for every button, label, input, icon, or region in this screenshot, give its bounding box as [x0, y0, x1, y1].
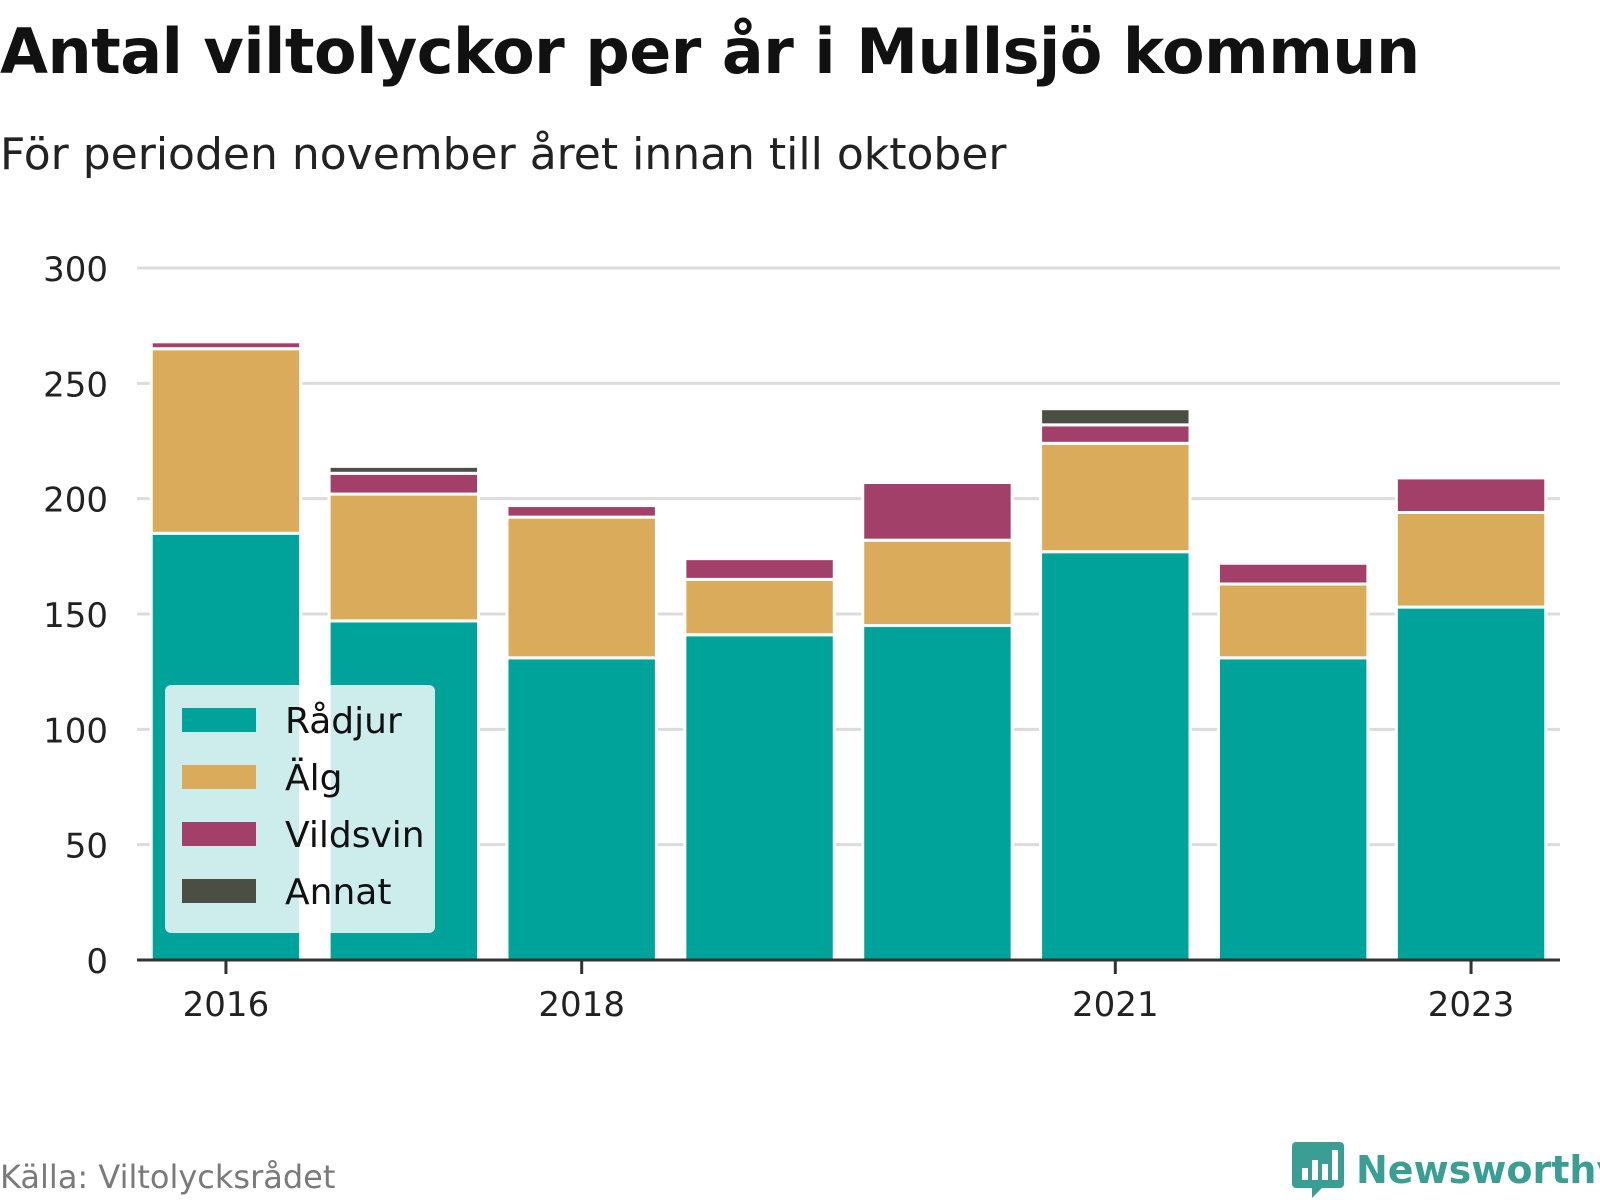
bar-segment	[1394, 511, 1548, 609]
y-tick-label: 100	[43, 711, 108, 751]
legend: Rådjur Älg Vildsvin Annat	[165, 685, 435, 933]
bar-segment	[1216, 582, 1370, 660]
brand-name: Newsworthy	[1356, 1148, 1600, 1192]
legend-swatch	[182, 708, 256, 732]
bar-segment	[683, 577, 836, 637]
bar-segment	[1039, 407, 1192, 427]
bar-segment	[505, 515, 658, 660]
bar-segment	[149, 340, 303, 351]
y-tick-label: 250	[43, 365, 108, 405]
legend-swatch	[182, 822, 256, 846]
bar-segment	[505, 504, 658, 519]
x-tick-label: 2016	[183, 985, 270, 1025]
x-axis: 2016 2018 2021 2023	[137, 958, 1560, 1025]
legend-label: Älg	[285, 757, 342, 799]
bar-segment	[861, 481, 1014, 542]
bar-segment	[1216, 561, 1370, 586]
bar-segment	[1039, 423, 1192, 445]
y-tick-label: 200	[43, 481, 108, 521]
bar-segment	[327, 471, 481, 496]
x-tick-label: 2021	[1072, 985, 1159, 1025]
newsworthy-logo-icon	[1292, 1142, 1344, 1198]
brand-logo: Newsworthy	[1292, 1140, 1600, 1200]
bar-segment	[1039, 550, 1192, 962]
y-tick-label: 300	[43, 250, 108, 290]
y-axis-tick-labels: 0 50 100 150 200 250 300	[43, 250, 108, 982]
bar-segment	[1394, 605, 1548, 962]
legend-label: Rådjur	[285, 701, 402, 742]
source-note: Källa: Viltolycksrådet	[0, 1158, 336, 1196]
bar-segment	[861, 538, 1014, 628]
legend-label: Annat	[285, 872, 391, 913]
legend-label: Vildsvin	[285, 815, 425, 856]
bar-segment	[149, 347, 303, 535]
bar-segment	[1216, 656, 1370, 962]
legend-box	[165, 685, 435, 933]
chart-title: Antal viltolyckor per år i Mullsjö kommu…	[0, 15, 1420, 88]
bar-segment	[1394, 476, 1548, 515]
x-tick-label: 2023	[1428, 985, 1515, 1025]
y-tick-label: 150	[43, 596, 108, 636]
bar-segment	[683, 633, 836, 962]
legend-swatch	[182, 879, 256, 903]
x-tick-label: 2018	[538, 985, 625, 1025]
bar-segment	[861, 624, 1014, 962]
y-tick-label: 50	[65, 827, 108, 867]
bar-segment	[1039, 441, 1192, 554]
bar-segment	[505, 656, 658, 962]
y-tick-label: 0	[86, 942, 108, 982]
bar-segment	[683, 557, 836, 581]
legend-swatch	[182, 765, 256, 789]
bar-segment	[327, 492, 481, 623]
bar-segment	[327, 464, 481, 475]
stacked-bar-chart: 0 50 100 150 200 250 300 2016 2018 2021 2023 Rådj…	[43, 250, 1560, 1025]
chart-subtitle: För perioden november året innan till ok…	[0, 129, 1007, 180]
